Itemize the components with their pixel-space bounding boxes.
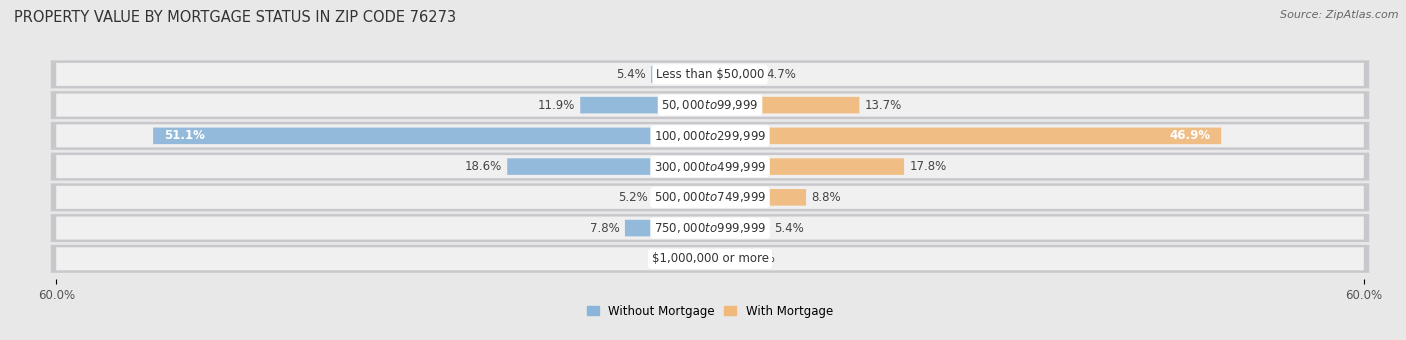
FancyBboxPatch shape [56,63,1364,86]
FancyBboxPatch shape [710,66,762,83]
Text: 2.7%: 2.7% [745,252,775,265]
Text: 18.6%: 18.6% [464,160,502,173]
FancyBboxPatch shape [51,183,1369,211]
FancyBboxPatch shape [51,245,1369,273]
Text: Less than $50,000: Less than $50,000 [655,68,765,81]
FancyBboxPatch shape [56,217,1364,240]
Legend: Without Mortgage, With Mortgage: Without Mortgage, With Mortgage [582,300,838,322]
FancyBboxPatch shape [56,124,1364,147]
FancyBboxPatch shape [581,97,710,114]
FancyBboxPatch shape [710,189,806,206]
FancyBboxPatch shape [710,158,904,175]
Text: $100,000 to $299,999: $100,000 to $299,999 [654,129,766,143]
Text: Source: ZipAtlas.com: Source: ZipAtlas.com [1281,10,1399,20]
Text: 5.2%: 5.2% [619,191,648,204]
Text: 5.4%: 5.4% [775,222,804,235]
FancyBboxPatch shape [710,128,1222,144]
FancyBboxPatch shape [56,186,1364,209]
FancyBboxPatch shape [56,247,1364,270]
FancyBboxPatch shape [624,220,710,236]
FancyBboxPatch shape [710,251,740,267]
FancyBboxPatch shape [51,91,1369,119]
FancyBboxPatch shape [651,66,710,83]
Text: 7.8%: 7.8% [591,222,620,235]
Text: 17.8%: 17.8% [910,160,946,173]
Text: 46.9%: 46.9% [1168,129,1211,142]
FancyBboxPatch shape [51,122,1369,150]
Text: $300,000 to $499,999: $300,000 to $499,999 [654,159,766,174]
FancyBboxPatch shape [710,97,859,114]
Text: 13.7%: 13.7% [865,99,903,112]
FancyBboxPatch shape [654,189,710,206]
Text: 51.1%: 51.1% [165,129,205,142]
Text: 4.7%: 4.7% [766,68,797,81]
Text: 8.8%: 8.8% [811,191,841,204]
FancyBboxPatch shape [710,220,769,236]
FancyBboxPatch shape [51,153,1369,181]
FancyBboxPatch shape [56,155,1364,178]
Text: $50,000 to $99,999: $50,000 to $99,999 [661,98,759,112]
FancyBboxPatch shape [51,61,1369,88]
Text: $1,000,000 or more: $1,000,000 or more [651,252,769,265]
FancyBboxPatch shape [56,94,1364,117]
Text: $500,000 to $749,999: $500,000 to $749,999 [654,190,766,204]
Text: PROPERTY VALUE BY MORTGAGE STATUS IN ZIP CODE 76273: PROPERTY VALUE BY MORTGAGE STATUS IN ZIP… [14,10,456,25]
FancyBboxPatch shape [508,158,710,175]
FancyBboxPatch shape [153,128,710,144]
Text: 11.9%: 11.9% [537,99,575,112]
Text: 5.4%: 5.4% [616,68,645,81]
Text: $750,000 to $999,999: $750,000 to $999,999 [654,221,766,235]
FancyBboxPatch shape [51,214,1369,242]
